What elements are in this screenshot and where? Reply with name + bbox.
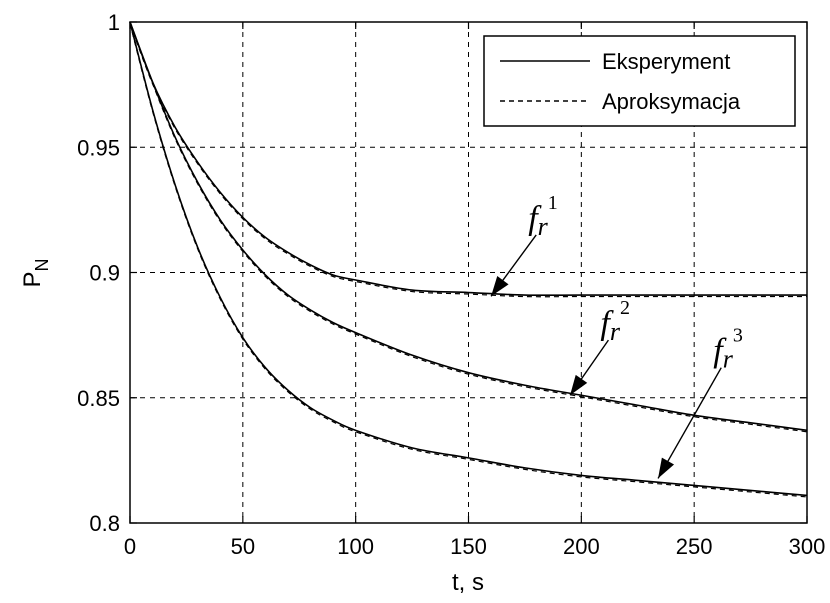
x-tick-label: 50 [231,534,255,559]
annotation-arrowhead-fr3 [658,457,675,479]
x-tick-label: 150 [450,534,487,559]
series-line-fr2-approximation [129,23,808,433]
y-axis-label: PN [19,258,52,287]
series-line-fr1-approximation [129,23,807,298]
series-line-fr2-experiment [129,21,808,432]
tick-layer: 0 50 100 150 200 250 300 0.8 0.85 0.9 0.95 1 [77,10,825,559]
annotation-label-fr1: fr1 [528,192,558,241]
x-tick-label: 200 [563,534,600,559]
y-tick-label: 0.8 [89,511,120,536]
y-tick-label: 0.95 [77,135,120,160]
series-line-fr1-experiment [129,21,807,297]
annotation-label-fr3: fr3 [713,325,743,374]
annotation-arrowhead-fr2 [570,374,588,396]
y-tick-label: 0.85 [77,386,120,411]
x-tick-label: 300 [789,534,826,559]
annotation-arrow-fr3 [657,367,722,479]
legend-label-eksperyment: Eksperyment [602,49,730,74]
y-axis-label-main: P [19,271,46,287]
y-axis-label-sub: N [32,258,52,271]
annotation-arrowhead-fr1 [491,276,509,297]
series-layer [129,21,808,498]
legend-box [483,35,796,127]
x-tick-label: 250 [676,534,713,559]
y-tick-label: 0.9 [89,261,120,286]
annot-layer: fr1 fr2 fr3 [490,192,743,479]
x-tick-label: 0 [124,534,136,559]
annotation-label-fr2: fr2 [600,297,630,346]
legend-label-aproksymacja: Aproksymacja [602,89,741,114]
x-tick-label: 100 [337,534,374,559]
x-axis-label: t, s [452,569,484,596]
series-line-fr3-approximation [129,23,808,498]
legend: Eksperyment Aproksymacja [483,35,796,127]
y-tick-label: 1 [108,10,120,35]
svg-text:PN: PN [19,258,52,287]
